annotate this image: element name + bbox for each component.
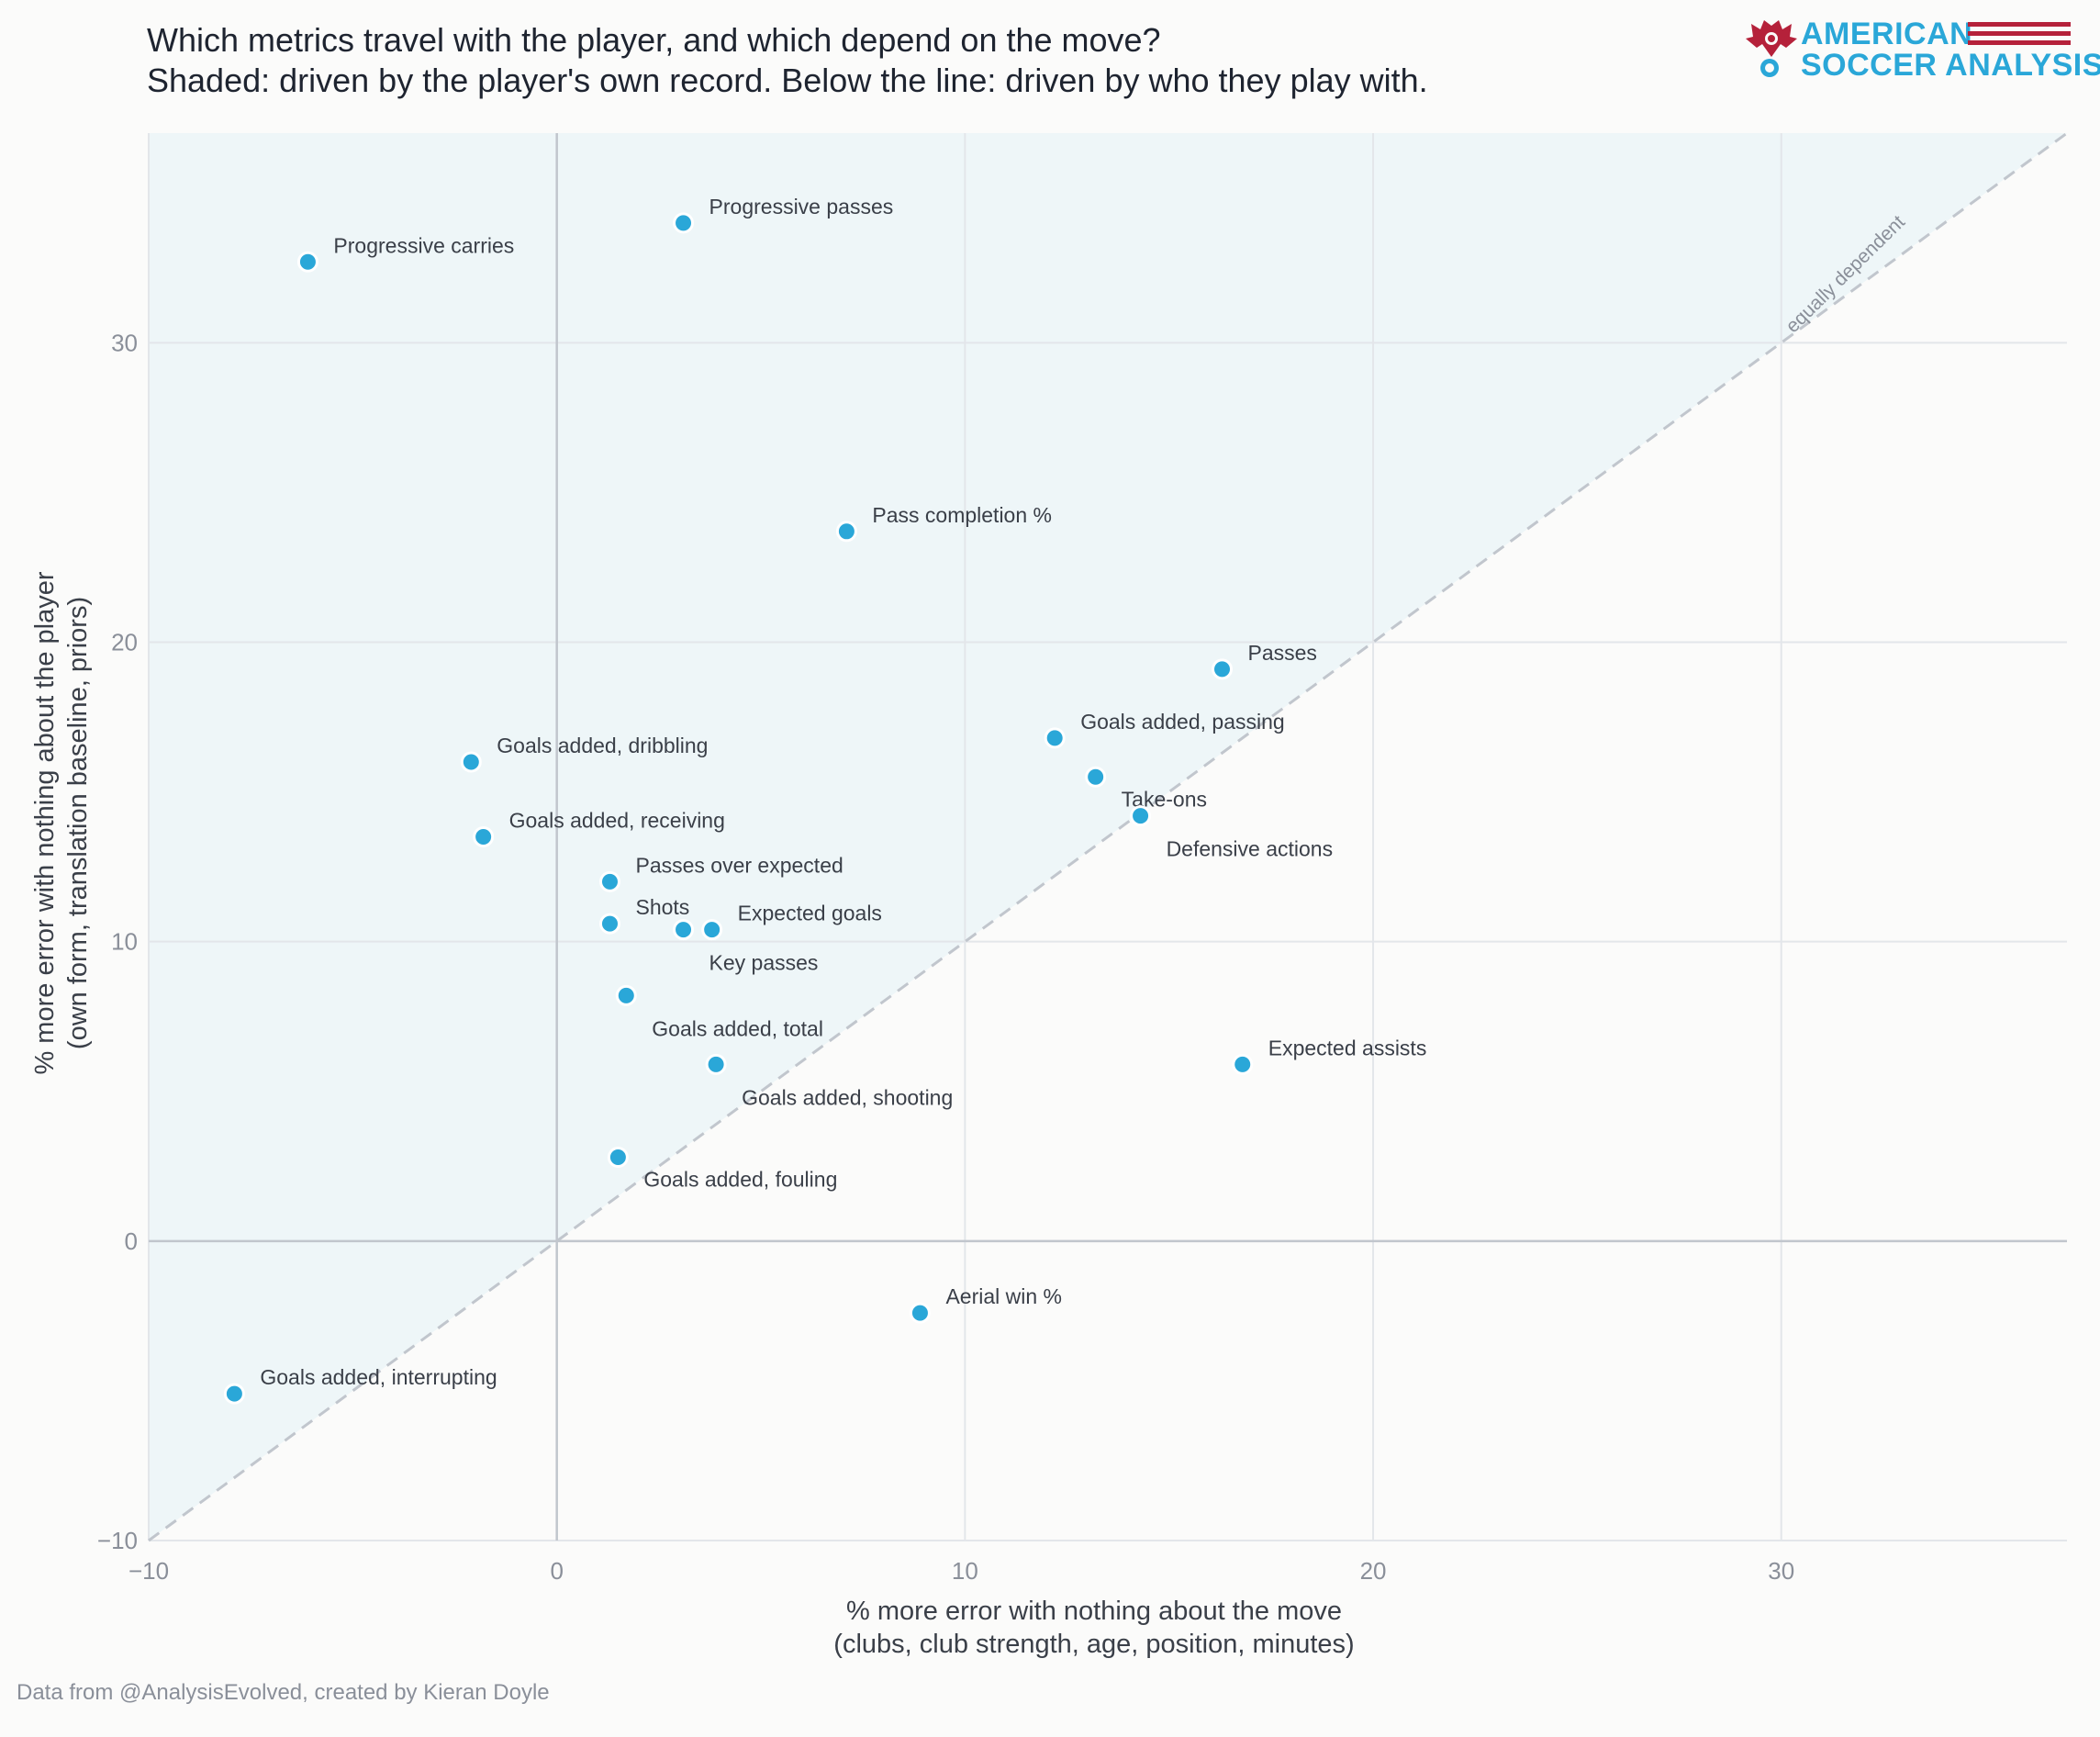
footer-credit: Data from @AnalysisEvolved, created by K… (17, 1680, 550, 1705)
y-tick-label: 20 (111, 628, 138, 656)
x-tick-label: 10 (952, 1557, 978, 1585)
x-tick-label: −10 (128, 1557, 169, 1585)
data-label: Expected goals (738, 902, 882, 925)
data-point (223, 1383, 245, 1405)
asa-logo: AMERICAN SOCCER ANALYSIS (1744, 17, 2100, 83)
eagle-icon (1746, 20, 1797, 77)
x-tick-label: 20 (1360, 1557, 1387, 1585)
title-block: Which metrics travel with the player, an… (147, 20, 1428, 101)
data-point (473, 826, 495, 847)
y-tick-label: 30 (111, 329, 138, 356)
data-point (615, 984, 637, 1006)
data-label: Goals added, interrupting (260, 1365, 497, 1389)
data-point (607, 1147, 629, 1169)
data-label: Passes (1248, 641, 1317, 665)
data-point (673, 919, 695, 941)
data-point (673, 212, 695, 234)
y-tick-label: −10 (97, 1527, 138, 1554)
data-label: Goals added, receiving (509, 809, 725, 833)
logo-line1: AMERICAN (1801, 17, 1973, 51)
data-label: Shots (635, 895, 689, 919)
x-tick-label: 0 (550, 1557, 563, 1585)
data-label: Goals added, passing (1080, 710, 1285, 734)
data-point (296, 251, 318, 273)
x-axis-label: % more error with nothing about the move (846, 1597, 1342, 1626)
chart-title: Which metrics travel with the player, an… (147, 21, 1161, 59)
x-tick-label: 30 (1768, 1557, 1794, 1585)
data-point (701, 919, 723, 941)
data-point (1232, 1053, 1254, 1075)
chart-subtitle: Shaded: driven by the player's own recor… (147, 62, 1428, 99)
data-point (460, 751, 482, 773)
data-label: Defensive actions (1167, 837, 1334, 861)
data-point (1130, 805, 1152, 827)
data-label: Expected assists (1268, 1036, 1427, 1059)
data-label: Goals added, shooting (742, 1085, 953, 1109)
y-axis-sublabel: (own form, translation baseline, priors) (63, 597, 93, 1049)
y-tick-label: 10 (111, 928, 138, 956)
data-label: Passes over expected (635, 853, 843, 877)
diagonal-line (148, 131, 2068, 1542)
data-point (1044, 727, 1066, 749)
data-label: Take-ons (1122, 787, 1207, 811)
data-point (835, 521, 857, 543)
data-point (705, 1053, 727, 1075)
data-label: Goals added, dribbling (497, 734, 708, 757)
data-label: Progressive passes (709, 195, 894, 219)
data-label: Goals added, total (652, 1016, 823, 1040)
logo-stripes (1968, 22, 2071, 45)
data-point (598, 913, 620, 935)
x-axis-sublabel: (clubs, club strength, age, position, mi… (833, 1630, 1354, 1659)
data-point (598, 870, 620, 892)
y-axis-label: % more error with nothing about the play… (30, 571, 60, 1074)
data-label: Progressive carries (333, 233, 514, 257)
data-point (1212, 658, 1234, 680)
data-point (1085, 766, 1107, 788)
logo-line2: SOCCER ANALYSIS (1801, 48, 2100, 83)
data-label: Aerial win % (945, 1284, 1062, 1308)
data-label: Pass completion % (872, 503, 1052, 527)
y-tick-label: 0 (125, 1227, 138, 1255)
data-label: Goals added, fouling (643, 1168, 837, 1192)
data-point (909, 1302, 931, 1324)
data-label: Key passes (709, 951, 819, 975)
